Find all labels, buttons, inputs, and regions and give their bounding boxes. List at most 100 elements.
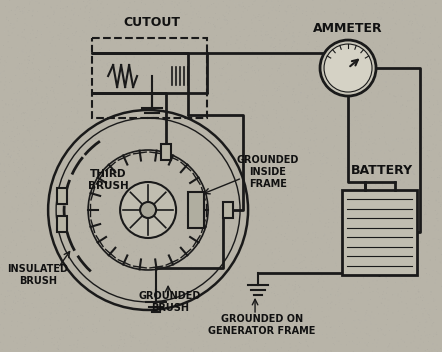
Point [14, 5, 21, 11]
Point [131, 61, 138, 66]
Point [270, 49, 277, 55]
Point [417, 73, 424, 78]
Point [361, 68, 368, 73]
Point [89, 285, 96, 291]
Point [220, 50, 227, 56]
Point [16, 6, 23, 12]
Point [274, 325, 281, 331]
Point [147, 7, 154, 13]
Point [120, 28, 127, 33]
Point [423, 279, 431, 285]
Point [103, 301, 110, 307]
Point [259, 6, 266, 12]
Point [67, 63, 74, 69]
Point [435, 196, 442, 201]
Point [407, 1, 414, 6]
Point [332, 122, 339, 128]
Point [335, 287, 342, 292]
Point [327, 239, 334, 245]
Point [82, 88, 89, 94]
Point [108, 106, 115, 112]
Point [358, 17, 365, 22]
Point [294, 249, 301, 254]
Point [282, 175, 289, 180]
Point [232, 88, 240, 94]
Point [226, 134, 233, 139]
Point [13, 157, 20, 162]
Point [99, 342, 107, 348]
Point [66, 342, 73, 348]
Point [316, 218, 324, 224]
Point [13, 171, 20, 177]
Point [177, 128, 184, 134]
Point [393, 251, 400, 256]
Point [114, 344, 121, 350]
Point [152, 250, 159, 256]
Point [373, 322, 380, 327]
Point [1, 249, 8, 254]
Point [205, 319, 212, 325]
Point [286, 211, 293, 217]
Point [414, 113, 421, 119]
Point [190, 347, 197, 352]
Point [278, 170, 285, 175]
Point [7, 206, 14, 212]
Point [411, 82, 418, 88]
Point [305, 77, 312, 83]
Point [54, 91, 61, 96]
Point [379, 124, 386, 129]
Point [241, 42, 248, 47]
Point [136, 248, 143, 254]
Point [38, 32, 45, 37]
Point [74, 278, 81, 283]
Point [254, 175, 261, 181]
Point [87, 195, 94, 201]
Point [359, 264, 366, 269]
Point [20, 68, 27, 74]
Point [415, 141, 422, 146]
Point [426, 349, 433, 352]
Point [64, 88, 71, 94]
Point [416, 331, 423, 337]
Point [150, 226, 157, 232]
Point [397, 59, 404, 65]
Point [370, 79, 377, 84]
Point [137, 196, 144, 201]
Point [37, 106, 44, 111]
Point [223, 281, 230, 287]
Point [165, 339, 172, 345]
Point [358, 129, 366, 134]
Point [288, 70, 295, 75]
Point [53, 271, 61, 277]
Point [212, 102, 219, 108]
Point [147, 55, 154, 61]
Point [205, 297, 212, 303]
Point [193, 303, 200, 309]
Point [140, 19, 147, 25]
Point [155, 36, 162, 42]
Point [80, 197, 87, 202]
Point [73, 44, 80, 50]
Point [59, 251, 66, 256]
Point [68, 343, 75, 348]
Point [171, 73, 178, 78]
Point [403, 148, 410, 153]
Point [288, 205, 295, 210]
Point [140, 73, 147, 78]
Point [338, 213, 345, 219]
Point [184, 71, 191, 77]
Point [373, 344, 380, 350]
Point [55, 308, 62, 313]
Point [202, 126, 209, 132]
Point [209, 91, 216, 96]
Point [188, 31, 195, 37]
Point [251, 14, 259, 20]
Point [29, 203, 36, 209]
Point [185, 289, 192, 294]
Point [392, 201, 400, 207]
Point [215, 333, 222, 338]
Point [388, 40, 395, 46]
Point [133, 7, 141, 13]
Point [290, 208, 297, 214]
Point [320, 32, 328, 38]
